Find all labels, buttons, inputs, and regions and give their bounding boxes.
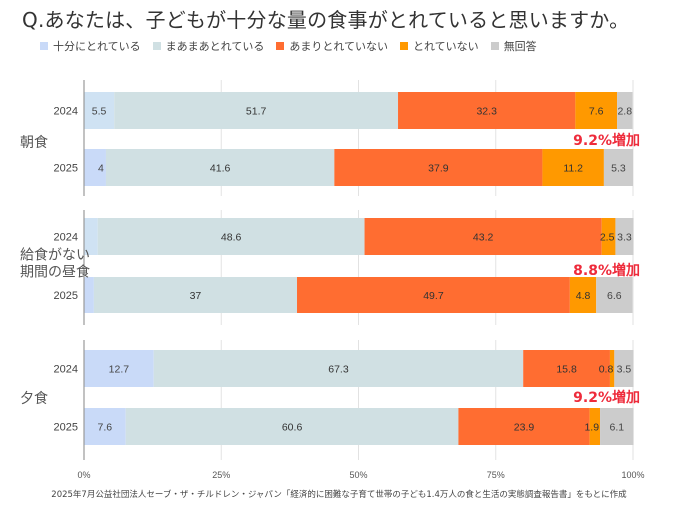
data-label: 6.6 [607,290,622,302]
legend-label: とれていない [413,40,479,53]
year-label: 2025 [54,422,78,434]
legend-item: とれていない [400,38,479,54]
bar-segment-1-0-0 [84,218,98,255]
data-label: 12.7 [109,364,130,376]
bar-segment-1-1-3 [569,277,597,313]
data-label: 5.5 [92,106,107,118]
bar-segment-2-1-3 [589,408,601,445]
data-label: 0.8 [599,364,614,376]
chart-title: Q.あなたは、子どもが十分な量の食事がとれていると思いますか。 [22,8,630,32]
bar-segment-2-0-3 [609,350,615,387]
legend-item: あまりとれていない [276,38,388,54]
legend-label: あまりとれていない [289,40,389,53]
data-label: 15.8 [556,364,577,376]
increase-annotation: 9.2%増加 [573,132,640,149]
bar-segment-2-0-1 [153,350,524,387]
data-label: 4.8 [576,290,591,302]
group-label: 朝食 [20,134,48,151]
bar-segment-0-1-1 [105,149,335,186]
source-note: 2025年7月公益社団法人セーブ・ザ・チルドレン・ジャパン「経済的に困難な子育て… [51,490,627,500]
bar-segment-1-0-3 [601,218,616,255]
year-label: 2025 [54,290,78,302]
data-label: 51.7 [246,106,267,118]
bar-segment-0-0-1 [114,92,399,129]
bar-segment-2-0-2 [523,350,610,387]
data-label: 48.6 [221,232,242,244]
x-tick-label: 50% [349,470,367,480]
data-label: 2.8 [617,106,632,118]
bar-segment-1-1-2 [297,277,570,313]
data-label: 7.6 [98,422,113,434]
x-tick-label: 25% [212,470,230,480]
group-label: 夕食 [20,390,48,407]
legend-item: 無回答 [490,38,537,54]
year-label: 2024 [54,106,78,118]
bar-segment-2-0-0 [84,350,154,387]
data-label: 37 [190,290,202,302]
data-label: 5.3 [611,163,626,175]
x-tick-label: 75% [487,470,505,480]
group-label: 給食がない [20,247,90,264]
legend-swatch [276,42,285,50]
data-label: 41.6 [210,163,231,175]
data-label: 4 [98,163,104,175]
data-label: 67.3 [328,364,349,376]
increase-annotation: 9.2%増加 [573,389,640,406]
bar-segment-2-1-4 [600,408,634,445]
bar-segment-0-0-0 [84,92,115,129]
legend: 十分にとれている まあまあとれている あまりとれていない とれていない 無回答 [40,38,549,54]
bar-segment-2-1-0 [84,408,126,445]
bar-segment-1-0-2 [364,218,602,255]
bar-segment-0-0-3 [575,92,618,129]
data-label: 3.3 [617,232,632,244]
legend-label: まあまあとれている [165,40,265,53]
bar-segment-0-1-2 [334,149,543,186]
bar-segment-1-1-0 [84,277,94,313]
group-label: 期間の昼食 [20,264,90,281]
data-label: 32.3 [476,106,497,118]
increase-annotation: 8.8%増加 [573,262,640,279]
x-tick-label: 0% [77,470,90,480]
bar-segment-2-1-2 [458,408,590,445]
bar-segment-0-1-3 [542,149,604,186]
bar-segment-1-0-1 [97,218,365,255]
bar-segment-0-0-2 [398,92,576,129]
legend-swatch [400,42,409,50]
bar-segment-2-1-1 [125,408,459,445]
bar-segment-2-0-4 [614,350,634,387]
data-label: 23.9 [514,422,535,434]
data-label: 43.2 [473,232,494,244]
x-tick-label: 100% [621,470,644,480]
data-label: 2.5 [600,232,615,244]
data-label: 11.2 [563,163,583,175]
bar-segment-1-1-1 [93,277,298,313]
data-label: 7.6 [589,106,604,118]
legend-swatch [40,42,48,50]
year-label: 2025 [54,163,78,175]
bar-segment-1-0-4 [615,218,634,255]
legend-swatch [152,42,161,50]
bar-segment-0-1-4 [603,149,633,186]
legend-label: 十分にとれている [53,40,141,53]
year-label: 2024 [54,232,78,244]
data-label: 6.1 [609,422,624,434]
legend-item: 十分にとれている [40,38,141,54]
data-label: 49.7 [423,290,444,302]
data-label: 37.9 [428,163,449,175]
legend-swatch [490,42,499,50]
legend-label: 無回答 [503,40,537,53]
legend-item: まあまあとれている [152,38,265,54]
data-label: 3.5 [617,364,632,376]
bar-segment-1-1-4 [596,277,633,313]
data-label: 60.6 [282,422,303,434]
data-label: 1.9 [584,422,599,434]
bar-segment-0-0-4 [617,92,633,129]
bar-segment-0-1-0 [84,149,106,186]
year-label: 2024 [54,364,78,376]
